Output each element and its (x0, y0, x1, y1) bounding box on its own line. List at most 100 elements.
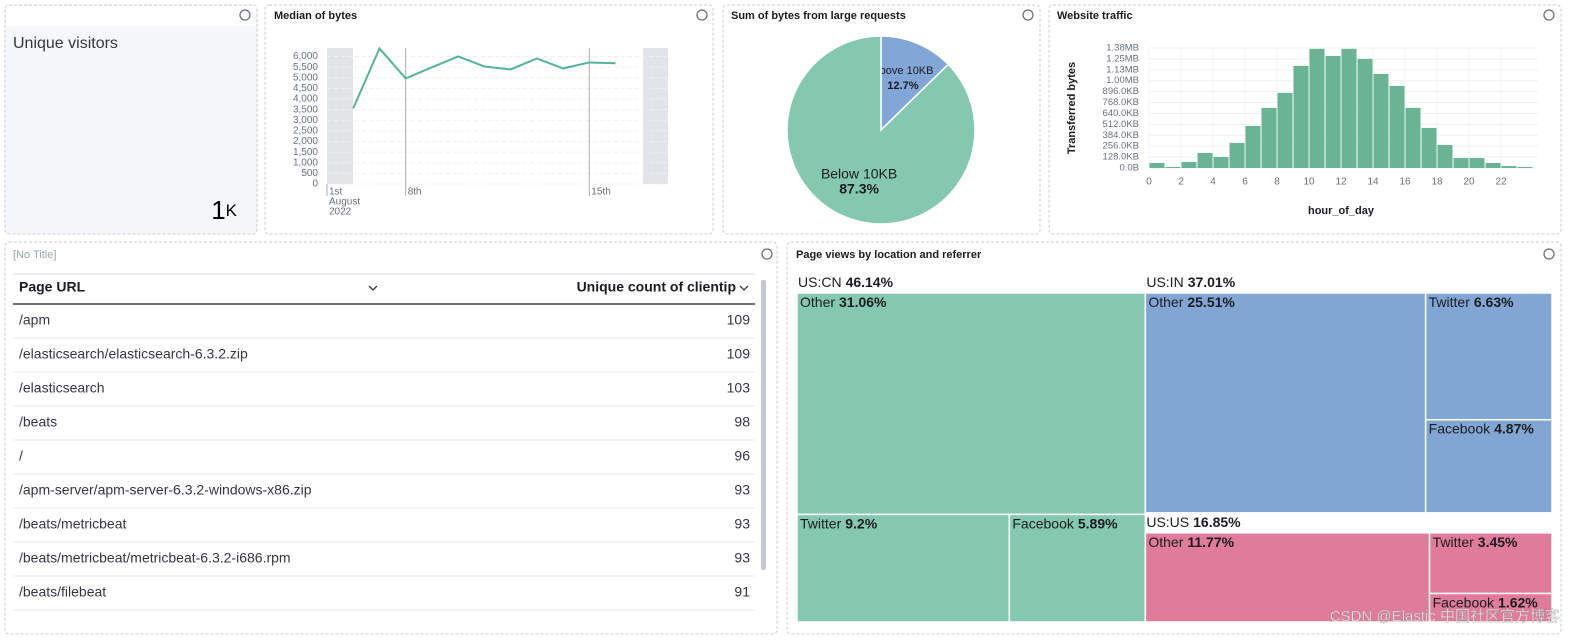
group-label-value: 16.85% (1193, 514, 1241, 530)
treemap-cell (796, 513, 1011, 623)
x-tick-label: 22 (1495, 177, 1507, 188)
settings-icon[interactable] (1543, 9, 1555, 21)
pie-slice (880, 35, 950, 132)
metric-number: 1 (211, 195, 225, 225)
bar (1229, 142, 1245, 168)
settings-icon[interactable] (696, 9, 708, 21)
treemap-cell (1144, 532, 1431, 623)
y-tick-label: 896.0KB (1103, 86, 1139, 97)
bar (1421, 127, 1437, 168)
y-tick-label: 1.00MB (1106, 75, 1139, 86)
scrollbar[interactable] (761, 280, 766, 570)
x-tick-label: 18 (1431, 177, 1443, 188)
x-tick-label: 0 (1146, 177, 1152, 188)
metric-unit: K (226, 201, 238, 220)
cell-label: Twitter 6.63% (1429, 294, 1514, 310)
bar (1197, 153, 1213, 168)
panel-title: Sum of bytes from large requests (731, 10, 906, 22)
cell-value: 6.63% (1474, 294, 1514, 310)
bar (1341, 48, 1357, 168)
x-tick-label: 1st (329, 187, 343, 198)
y-tick-label: 512.0KB (1103, 119, 1139, 130)
y-tick-label: 6,000 (293, 51, 318, 62)
cell-value: 3.45% (1478, 534, 1518, 550)
cell-value: 31.06% (839, 294, 887, 310)
y-tick-label: 2,500 (293, 126, 318, 137)
bar (1469, 158, 1485, 168)
table-cell: 103 (727, 380, 751, 396)
cell-name: Twitter (800, 515, 842, 531)
x-tick-label: 4 (1210, 177, 1216, 188)
treemap-cell (1428, 532, 1553, 595)
cell-label: Other 31.06% (800, 294, 887, 310)
cell-name: Twitter (1429, 294, 1471, 310)
group-label-value: 37.01% (1188, 274, 1236, 290)
bar (1261, 107, 1277, 168)
panel-title: Website traffic (1057, 10, 1133, 22)
bar (1357, 58, 1373, 169)
x-tick-label: 12 (1335, 177, 1347, 188)
group-label: US:CN 46.14% (798, 274, 894, 290)
y-tick-label: 384.0KB (1103, 130, 1139, 141)
group-label: US:US 16.85% (1146, 514, 1241, 530)
table-panel (4, 241, 778, 635)
y-tick-label: 768.0KB (1103, 97, 1139, 108)
y-tick-label: 1,000 (293, 157, 318, 168)
column-header: Unique count of clientip (577, 279, 736, 295)
settings-icon[interactable] (1543, 248, 1555, 260)
y-tick-label: 3,500 (293, 104, 318, 115)
cell-name: Other (1148, 534, 1183, 550)
settings-icon[interactable] (1022, 9, 1034, 21)
pie-slice (786, 35, 976, 225)
cell-value: 4.87% (1494, 420, 1534, 436)
slice-label: Above 10KB (872, 65, 933, 77)
table-cell: /beats/metricbeat (19, 516, 126, 532)
bar (1501, 166, 1517, 168)
table-cell: /beats/filebeat (19, 584, 106, 600)
y-tick-label: 4,000 (293, 94, 318, 105)
cell-value: 5.89% (1078, 515, 1118, 531)
x-period-label: 2022 (329, 207, 352, 218)
cell-label: Facebook 4.87% (1429, 420, 1535, 436)
bar (1485, 162, 1501, 168)
y-tick-label: 500 (301, 168, 318, 179)
table-cell: 93 (734, 516, 750, 532)
sort-chevron (368, 285, 378, 291)
group-label-name: US:CN (798, 274, 842, 290)
cell-name: Other (1148, 294, 1183, 310)
y-tick-label: 0.0B (1119, 163, 1139, 174)
bar (1389, 85, 1405, 168)
y-axis-title: Transferred bytes (1066, 62, 1078, 154)
cell-label: Other 25.51% (1148, 294, 1235, 310)
settings-icon[interactable] (239, 9, 251, 21)
watermark: CSDN @Elastic 中国社区官方博客 (1330, 608, 1560, 625)
treemap-cell (1144, 292, 1427, 514)
bar (1149, 162, 1165, 168)
bar (1293, 65, 1309, 168)
y-tick-label: 128.0KB (1103, 152, 1139, 163)
table-cell: /elasticsearch (19, 380, 105, 396)
bar (1245, 125, 1261, 168)
settings-icon[interactable] (761, 248, 773, 260)
metric-panel (4, 4, 258, 235)
cell-label: Twitter 9.2% (800, 515, 878, 531)
bar (1277, 92, 1293, 168)
x-period-label: August (329, 197, 360, 208)
treemap-cell (796, 292, 1147, 516)
table-cell: 96 (734, 448, 750, 464)
cell-name: Twitter (1433, 534, 1475, 550)
x-tick-label: 16 (1399, 177, 1411, 188)
y-tick-label: 640.0KB (1103, 108, 1139, 119)
cell-label: Facebook 1.62% (1433, 594, 1539, 610)
x-tick-label: 14 (1367, 177, 1379, 188)
y-tick-label: 3,000 (293, 115, 318, 126)
y-tick-label: 1.38MB (1106, 43, 1139, 54)
y-tick-label: 1.13MB (1106, 64, 1139, 75)
treemap-cell (1424, 292, 1553, 421)
table-cell: /elasticsearch/elasticsearch-6.3.2.zip (19, 346, 248, 362)
treemap-cell (1008, 513, 1147, 623)
panel-title: Page views by location and referrer (796, 249, 982, 261)
group-label-name: US:IN (1146, 274, 1183, 290)
y-tick-label: 4,500 (293, 83, 318, 94)
slice-label: Below 10KB (821, 166, 897, 182)
